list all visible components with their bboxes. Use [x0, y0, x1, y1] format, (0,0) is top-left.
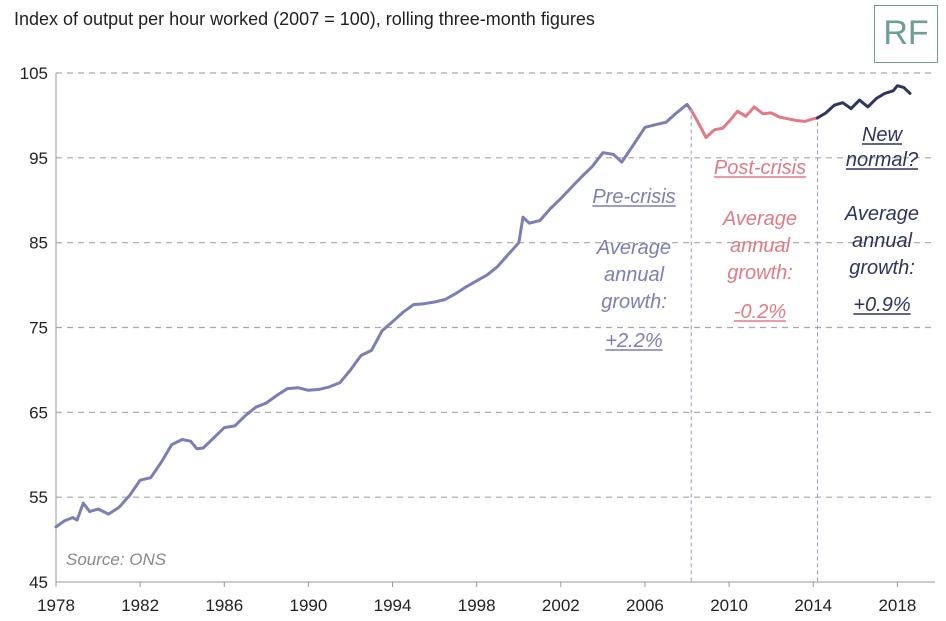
- annotation-value-pre: +2.2%: [605, 330, 662, 352]
- x-tick-label: 1986: [205, 596, 243, 615]
- annotation-body-new: annual: [852, 230, 913, 252]
- annotations: Pre-crisis Average annual growth: +2.2% Post-…: [592, 124, 919, 352]
- annotation-title-new: normal?: [846, 149, 919, 171]
- annotation-body-post: annual: [730, 235, 791, 257]
- x-tick-label: 2010: [710, 596, 748, 615]
- annotation-body-pre: annual: [604, 264, 665, 286]
- x-tick-label: 2006: [626, 596, 664, 615]
- annotation-body-pre: growth:: [601, 291, 667, 313]
- rf-logo: RF: [874, 5, 938, 63]
- y-tick-label: 45: [29, 573, 48, 592]
- source-label: Source: ONS: [66, 550, 167, 569]
- y-tick-label: 55: [29, 488, 48, 507]
- x-tick-label: 1990: [289, 596, 327, 615]
- y-tick-label: 65: [29, 403, 48, 422]
- x-tick-label: 2018: [878, 596, 916, 615]
- y-tick-label: 85: [29, 234, 48, 253]
- annotation-value-new: +0.9%: [853, 294, 910, 316]
- series-line-1: [689, 105, 819, 139]
- annotation-title-pre: Pre-crisis: [592, 186, 675, 208]
- annotation-value-post: -0.2%: [734, 301, 786, 323]
- annotation-body-pre: Average: [596, 237, 671, 259]
- x-tick-label: 2014: [794, 596, 832, 615]
- annotation-body-new: Average: [844, 203, 919, 225]
- x-tick-label: 1998: [458, 596, 496, 615]
- x-tick-label: 1978: [37, 596, 75, 615]
- annotation-body-new: growth:: [849, 257, 915, 279]
- series-lines: [54, 84, 912, 529]
- y-tick-label: 105: [20, 64, 48, 83]
- gridlines: [56, 72, 935, 498]
- annotation-title-new: New: [862, 124, 904, 146]
- annotation-body-post: growth:: [727, 262, 793, 284]
- axes: 45 55 65 75 85 95 105 1978 1982 1986 1990 1994 1998 2…: [20, 64, 935, 615]
- x-tick-label: 1994: [374, 596, 412, 615]
- x-tick-label: 2002: [542, 596, 580, 615]
- series-line-2: [815, 84, 912, 120]
- period-dividers: [690, 115, 818, 582]
- annotation-title-post: Post-crisis: [714, 157, 806, 179]
- y-tick-label: 75: [29, 319, 48, 338]
- series-line-0: [54, 102, 693, 529]
- x-tick-label: 1982: [121, 596, 159, 615]
- y-tick-label: 95: [29, 149, 48, 168]
- chart-title: Index of output per hour worked (2007 = …: [14, 9, 595, 29]
- annotation-body-post: Average: [722, 208, 797, 230]
